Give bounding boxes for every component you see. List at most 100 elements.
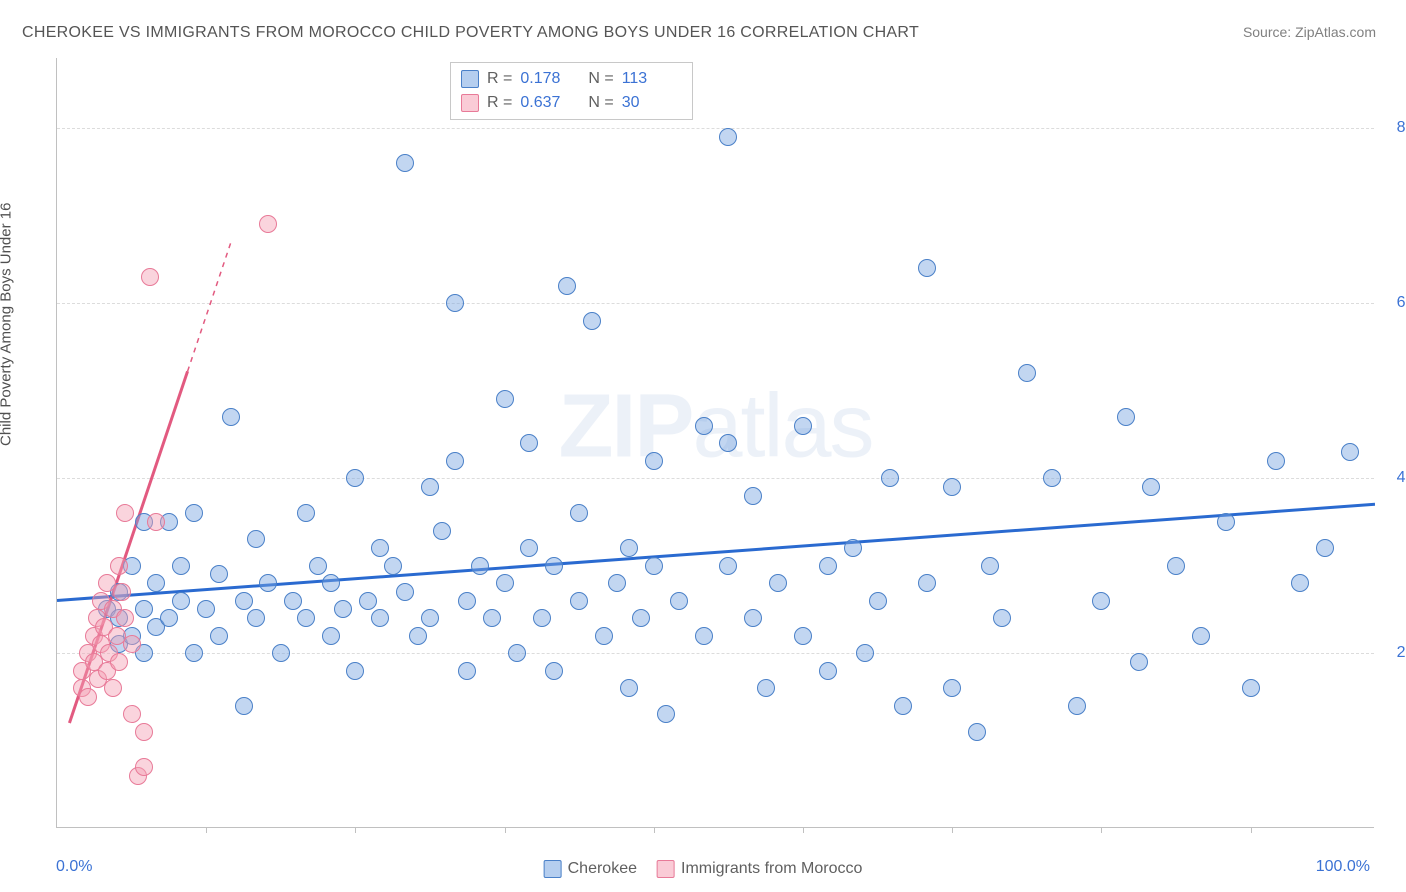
data-point	[396, 154, 414, 172]
data-point	[409, 627, 427, 645]
x-tick	[206, 827, 207, 833]
data-point	[322, 574, 340, 592]
data-point	[981, 557, 999, 575]
data-point	[297, 504, 315, 522]
data-point	[1142, 478, 1160, 496]
data-point	[346, 662, 364, 680]
data-point	[135, 600, 153, 618]
data-point	[608, 574, 626, 592]
data-point	[794, 417, 812, 435]
data-point	[520, 539, 538, 557]
data-point	[943, 478, 961, 496]
data-point	[1316, 539, 1334, 557]
data-point	[695, 627, 713, 645]
gridline-h	[57, 303, 1374, 304]
x-axis-min-label: 0.0%	[56, 858, 92, 876]
data-point	[570, 504, 588, 522]
data-point	[446, 294, 464, 312]
legend-swatch-blue	[544, 860, 562, 878]
data-point	[719, 128, 737, 146]
data-point	[384, 557, 402, 575]
chart-title: CHEROKEE VS IMMIGRANTS FROM MOROCCO CHIL…	[22, 24, 919, 42]
y-axis-title: Child Poverty Among Boys Under 16	[0, 203, 15, 446]
data-point	[918, 574, 936, 592]
chart-container: CHEROKEE VS IMMIGRANTS FROM MOROCCO CHIL…	[0, 0, 1406, 892]
data-point	[322, 627, 340, 645]
data-point	[856, 644, 874, 662]
data-point	[110, 653, 128, 671]
legend-n-label: N =	[588, 91, 613, 115]
data-point	[113, 583, 131, 601]
y-tick-label: 20.0%	[1397, 644, 1406, 662]
watermark: ZIPatlas	[558, 376, 872, 479]
data-point	[1242, 679, 1260, 697]
legend-item: Immigrants from Morocco	[657, 860, 862, 878]
legend-row: R =0.637N =30	[461, 91, 682, 115]
data-point	[1068, 697, 1086, 715]
legend-swatch-pink	[657, 860, 675, 878]
data-point	[819, 557, 837, 575]
data-point	[844, 539, 862, 557]
data-point	[346, 469, 364, 487]
data-point	[104, 679, 122, 697]
data-point	[172, 557, 190, 575]
legend-swatch-pink	[461, 94, 479, 112]
data-point	[259, 215, 277, 233]
gridline-h	[57, 478, 1374, 479]
data-point	[284, 592, 302, 610]
data-point	[620, 679, 638, 697]
data-point	[483, 609, 501, 627]
data-point	[545, 662, 563, 680]
trendline-cherokee	[57, 504, 1375, 600]
data-point	[1018, 364, 1036, 382]
data-point	[110, 557, 128, 575]
data-point	[1167, 557, 1185, 575]
data-point	[943, 679, 961, 697]
data-point	[645, 452, 663, 470]
data-point	[993, 609, 1011, 627]
data-point	[259, 574, 277, 592]
data-point	[695, 417, 713, 435]
data-point	[396, 583, 414, 601]
data-point	[421, 478, 439, 496]
data-point	[147, 574, 165, 592]
data-point	[309, 557, 327, 575]
data-point	[744, 609, 762, 627]
trendlines-svg	[57, 58, 1375, 828]
data-point	[645, 557, 663, 575]
data-point	[421, 609, 439, 627]
x-tick	[505, 827, 506, 833]
data-point	[1217, 513, 1235, 531]
data-point	[172, 592, 190, 610]
source-label: Source: ZipAtlas.com	[1243, 24, 1376, 40]
data-point	[1043, 469, 1061, 487]
data-point	[135, 758, 153, 776]
correlation-legend: R =0.178N =113R =0.637N =30	[450, 62, 693, 120]
data-point	[1117, 408, 1135, 426]
data-point	[670, 592, 688, 610]
data-point	[79, 688, 97, 706]
data-point	[757, 679, 775, 697]
data-point	[116, 609, 134, 627]
data-point	[1341, 443, 1359, 461]
watermark-light: atlas	[692, 377, 872, 477]
legend-n-value: 30	[622, 91, 682, 115]
legend-label: Immigrants from Morocco	[681, 860, 862, 877]
x-axis-max-label: 100.0%	[1316, 858, 1370, 876]
data-point	[570, 592, 588, 610]
data-point	[918, 259, 936, 277]
data-point	[583, 312, 601, 330]
data-point	[359, 592, 377, 610]
data-point	[334, 600, 352, 618]
data-point	[1267, 452, 1285, 470]
data-point	[458, 592, 476, 610]
data-point	[210, 565, 228, 583]
data-point	[508, 644, 526, 662]
data-point	[1092, 592, 1110, 610]
data-point	[881, 469, 899, 487]
data-point	[894, 697, 912, 715]
data-point	[297, 609, 315, 627]
gridline-h	[57, 653, 1374, 654]
data-point	[235, 592, 253, 610]
x-tick	[654, 827, 655, 833]
